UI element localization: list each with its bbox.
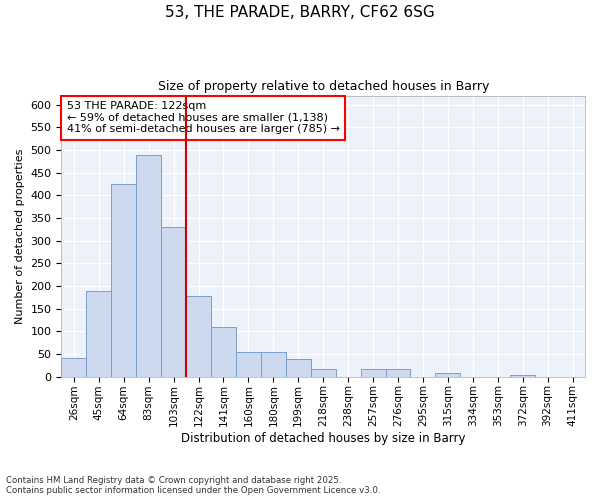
Text: 53 THE PARADE: 122sqm
← 59% of detached houses are smaller (1,138)
41% of semi-d: 53 THE PARADE: 122sqm ← 59% of detached … [67, 101, 340, 134]
Y-axis label: Number of detached properties: Number of detached properties [15, 148, 25, 324]
Text: Contains HM Land Registry data © Crown copyright and database right 2025.
Contai: Contains HM Land Registry data © Crown c… [6, 476, 380, 495]
Bar [510, 375, 535, 376]
Bar [386, 368, 410, 376]
Bar [161, 227, 186, 376]
Bar [311, 368, 335, 376]
Bar [61, 358, 86, 376]
Bar [361, 368, 386, 376]
Bar [286, 358, 311, 376]
Bar [436, 373, 460, 376]
Bar [186, 296, 211, 376]
X-axis label: Distribution of detached houses by size in Barry: Distribution of detached houses by size … [181, 432, 466, 445]
Bar [86, 290, 111, 376]
Bar [136, 154, 161, 376]
Bar [211, 327, 236, 376]
Bar [236, 352, 261, 376]
Bar [261, 352, 286, 376]
Text: 53, THE PARADE, BARRY, CF62 6SG: 53, THE PARADE, BARRY, CF62 6SG [165, 5, 435, 20]
Bar [111, 184, 136, 376]
Title: Size of property relative to detached houses in Barry: Size of property relative to detached ho… [158, 80, 489, 93]
